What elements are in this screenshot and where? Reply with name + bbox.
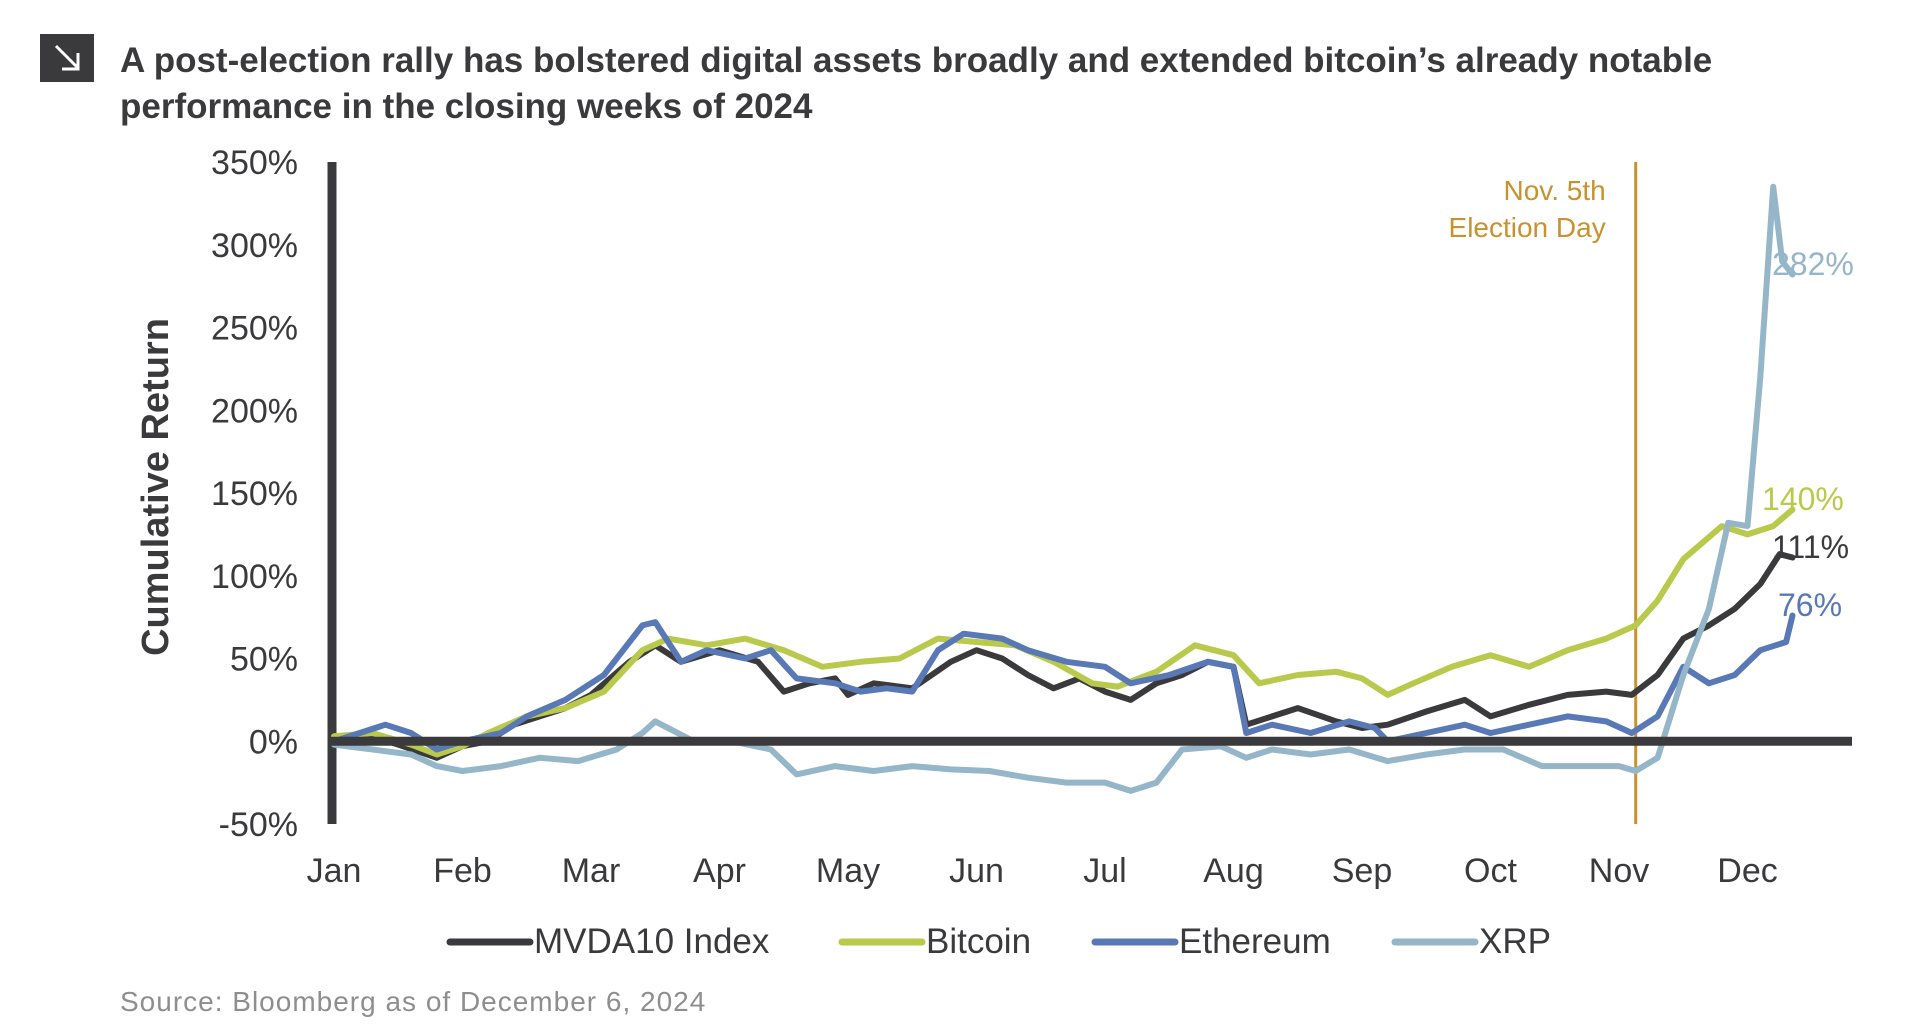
- y-tick-label: 150%: [211, 475, 298, 513]
- y-tick-label: 250%: [211, 310, 298, 348]
- chart: -50% 0% 50% 100% 150% 200% 250% 300% 350% Cumulat…: [135, 144, 1854, 961]
- x-tick-label: May: [816, 852, 880, 890]
- end-label: 282%: [1772, 246, 1854, 282]
- x-tick-label: Feb: [433, 852, 492, 890]
- x-tick-label: Sep: [1332, 852, 1393, 890]
- x-tick-label: Aug: [1203, 852, 1264, 890]
- end-label: 76%: [1778, 587, 1842, 623]
- x-tick-label: Jan: [307, 852, 362, 890]
- arrow-down-right-icon: [40, 34, 94, 82]
- y-tick-label: 0%: [249, 723, 298, 761]
- annotation-label: Nov. 5th: [1504, 175, 1606, 206]
- y-tick-label: 100%: [211, 558, 298, 596]
- source-note: Source: Bloomberg as of December 6, 2024: [120, 986, 707, 1017]
- series-line-mvda10-index: [331, 551, 1796, 761]
- x-tick-label: Mar: [562, 852, 621, 890]
- series-line-ethereum: [331, 612, 1796, 753]
- legend-label: Ethereum: [1179, 922, 1331, 961]
- end-label: 140%: [1762, 481, 1844, 517]
- x-tick-label: Oct: [1464, 852, 1517, 890]
- legend-label: Bitcoin: [926, 922, 1031, 961]
- end-label: 111%: [1772, 529, 1849, 565]
- y-tick-label: 350%: [211, 144, 298, 182]
- y-axis-title: Cumulative Return: [135, 318, 177, 656]
- y-tick-label: -50%: [219, 806, 298, 844]
- legend-label: XRP: [1479, 922, 1551, 961]
- x-tick-label: Dec: [1717, 852, 1777, 890]
- chart-title: A post-election rally has bolstered digi…: [120, 41, 1713, 126]
- y-tick-label: 200%: [211, 392, 298, 430]
- x-tick-label: Jun: [949, 852, 1004, 890]
- annotation-label: Election Day: [1449, 212, 1606, 243]
- x-tick-label: Apr: [693, 852, 746, 890]
- y-tick-label: 50%: [230, 641, 298, 679]
- series-line-xrp: [331, 183, 1796, 794]
- x-tick-label: Nov: [1589, 852, 1649, 890]
- legend-label: MVDA10 Index: [534, 922, 770, 961]
- x-tick-label: Jul: [1083, 852, 1126, 890]
- y-tick-label: 300%: [211, 227, 298, 265]
- series-line-bitcoin: [331, 506, 1796, 758]
